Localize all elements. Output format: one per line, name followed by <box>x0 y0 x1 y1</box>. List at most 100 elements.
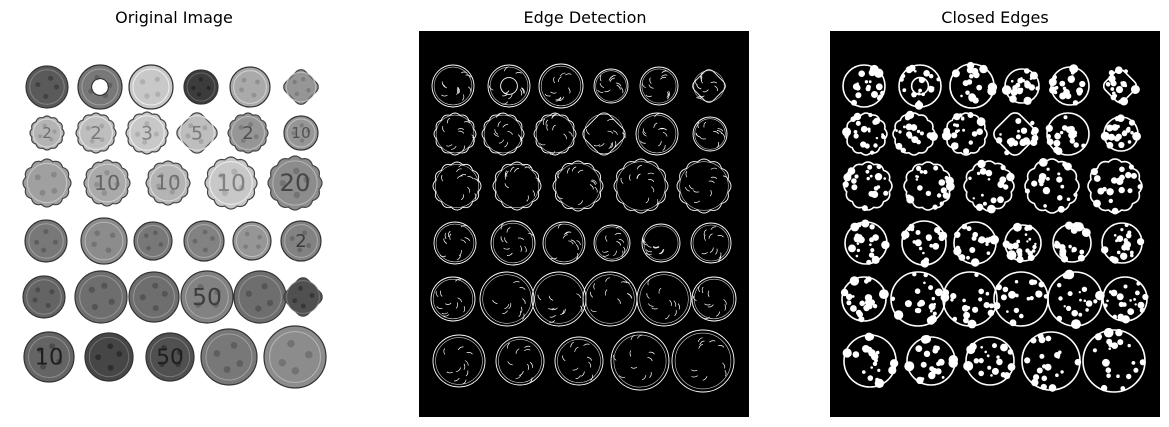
coin-edge <box>1024 158 1080 214</box>
coin-edge <box>593 68 629 104</box>
coin <box>183 69 219 105</box>
coin-edge <box>940 271 998 329</box>
coin: 10 <box>283 115 319 151</box>
coin: 10 <box>145 160 191 206</box>
coin: 3 <box>125 111 169 155</box>
coin-edge <box>481 112 525 156</box>
coin-label: 10 <box>35 345 64 371</box>
coin-edge <box>432 161 482 211</box>
coin-edge <box>898 64 942 110</box>
coin-edge <box>433 112 477 156</box>
panel-title-closed-edges: Closed Edges <box>941 8 1049 27</box>
coin-edge <box>692 69 726 103</box>
coin-edge <box>487 64 531 108</box>
coin: 10 <box>204 156 258 210</box>
coin-edge <box>495 336 545 386</box>
original-image-panel: 2 2 3 5 2 10 10 10 10 20 2 50 10 50 <box>14 30 342 417</box>
coin-edge <box>431 64 475 108</box>
coin-edge <box>1045 112 1090 156</box>
coin: 10 <box>83 159 131 207</box>
coin-edge <box>538 63 584 109</box>
coin-edge <box>904 335 958 386</box>
coin-edge <box>531 271 587 327</box>
coin-label: 50 <box>156 345 183 370</box>
coin: 2 <box>75 112 117 154</box>
edge-detection-image <box>430 63 737 393</box>
coin-label: 10 <box>94 171 120 195</box>
coin: 2 <box>29 115 65 151</box>
coin: 50 <box>145 332 195 382</box>
coin-edge <box>593 224 631 262</box>
coin <box>283 69 319 105</box>
coin-edge <box>963 159 1015 214</box>
coin-edge <box>676 158 732 214</box>
coin-edge <box>1001 68 1040 105</box>
coin-edge <box>1087 158 1143 215</box>
coin-label: 2 <box>90 123 101 144</box>
coin-edge <box>582 271 638 327</box>
edge-detection-panel <box>419 31 749 417</box>
coin-edge <box>1021 331 1082 392</box>
closed-edges-image <box>840 61 1149 393</box>
coin: 20 <box>267 155 323 211</box>
coin-edge <box>842 161 893 212</box>
coin-edge <box>1002 222 1042 264</box>
coin-edge <box>1100 114 1141 152</box>
coin: 10 <box>23 331 75 383</box>
coin-edge <box>949 61 998 109</box>
coin-edge <box>842 64 886 108</box>
coin-edge <box>432 334 486 388</box>
coin-label: 10 <box>291 124 310 142</box>
coin <box>22 275 66 319</box>
closed-edges-panel <box>830 31 1160 417</box>
coin <box>74 270 128 324</box>
coin: 2 <box>280 220 322 262</box>
coin <box>232 221 272 261</box>
coin-label: 3 <box>141 122 153 144</box>
coin-edge <box>635 112 679 156</box>
coin-edge <box>1102 66 1140 106</box>
coin <box>80 217 128 265</box>
coin-label: 50 <box>192 283 222 311</box>
coin-edge <box>1102 276 1149 324</box>
coin-edge <box>492 161 542 211</box>
coin-edge <box>641 223 681 263</box>
coin-edge <box>1048 64 1090 106</box>
coin <box>22 158 72 208</box>
coin-edge <box>636 271 692 327</box>
coin-edge <box>613 158 669 214</box>
coin-label: 20 <box>280 168 311 197</box>
coin-edge <box>690 222 732 264</box>
coin-edge <box>903 161 955 211</box>
coin-edge <box>1047 269 1105 329</box>
coin: 50 <box>180 270 234 324</box>
coin-label: 2 <box>295 231 306 252</box>
coin <box>84 332 134 382</box>
coin-edge <box>582 112 626 156</box>
coin <box>229 66 271 108</box>
coin-label: 2 <box>242 123 253 144</box>
coin-edge <box>639 66 679 106</box>
coin-edge <box>610 331 670 391</box>
coin-edge <box>430 276 476 322</box>
coin <box>233 270 287 324</box>
coin-edge <box>842 332 899 388</box>
panel-title-original: Original Image <box>115 8 233 27</box>
coin-edge <box>691 276 737 322</box>
coin: 5 <box>176 112 218 154</box>
coin <box>128 271 180 323</box>
coin <box>77 64 123 110</box>
coin-edge <box>890 271 946 327</box>
coin-edge <box>1082 327 1146 393</box>
coin <box>128 64 174 110</box>
coin-label: 5 <box>191 122 203 144</box>
coin-edge <box>941 112 988 156</box>
coin-edge <box>993 112 1039 156</box>
coin <box>283 277 323 317</box>
coin-edge <box>671 329 735 393</box>
panel-title-edge-detection: Edge Detection <box>523 8 647 27</box>
coin-edge <box>490 220 536 266</box>
coin-edge <box>892 110 938 156</box>
coin <box>263 325 327 389</box>
coin-edge <box>1101 222 1145 264</box>
